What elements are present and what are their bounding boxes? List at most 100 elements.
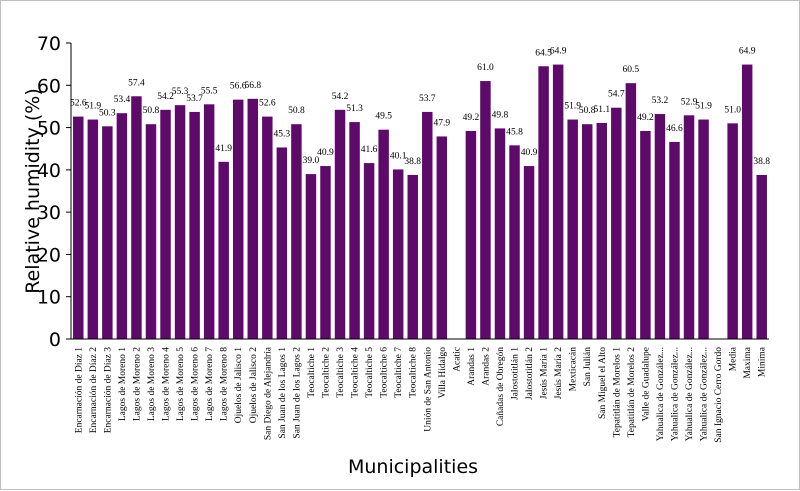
data-label: 51.0 (724, 105, 741, 115)
category-label: Villa Hidalgo (438, 347, 448, 399)
data-label: 53.2 (652, 96, 669, 106)
bar (407, 174, 418, 339)
bar (247, 98, 259, 339)
category-label: Lagos de Moreno 7 (205, 347, 215, 421)
category-label: Yahualica de González... (656, 347, 666, 441)
category-label: Yahualica de González... (670, 347, 680, 441)
bar (611, 107, 622, 339)
data-label: 52.6 (259, 99, 276, 109)
bar (538, 66, 549, 339)
bar (305, 174, 317, 339)
data-label: 51.9 (84, 102, 101, 112)
data-label: 64.9 (739, 47, 756, 57)
category-label: Minima (758, 346, 768, 377)
category-label: San Diego de Alejandría (263, 346, 273, 440)
bar (349, 122, 360, 339)
data-label: 60.5 (623, 65, 640, 75)
bar (509, 145, 520, 339)
bar (145, 124, 157, 339)
bar (567, 119, 578, 339)
data-label: 39.0 (303, 156, 320, 166)
category-label: Encarnación de Díaz 1 (74, 347, 84, 433)
data-label: 46.6 (666, 124, 683, 134)
data-label: 45.8 (506, 127, 523, 137)
data-label: 54.2 (332, 92, 349, 102)
category-label: Unión de San Antonio (423, 347, 433, 432)
category-label: Media (729, 346, 739, 371)
data-label: 55.5 (201, 86, 218, 96)
category-label: Tepatitlán de Morelos 1 (612, 347, 622, 438)
bar (73, 116, 84, 339)
data-label: 51.3 (346, 104, 363, 114)
bar (334, 109, 346, 339)
category-label: San Juan de los Lagos 2 (292, 347, 302, 439)
bar (116, 113, 128, 339)
bar (276, 147, 288, 339)
y-tick-label: 0 (49, 329, 61, 351)
data-label: 49.8 (492, 110, 509, 120)
category-label: Teocaltiche 3 (336, 347, 346, 398)
y-tick-label: 50 (37, 118, 61, 140)
category-label: Arandas 1 (467, 347, 477, 386)
bar (320, 166, 331, 339)
category-label: Ojuelos de Jalisco 1 (234, 347, 244, 424)
data-label: 41.9 (215, 144, 232, 154)
category-label: Teocaltiche 2 (321, 347, 331, 398)
category-label: Ojuelos de Jalisco 2 (249, 347, 259, 424)
category-label: Teocaltiche 1 (307, 347, 317, 398)
bar (596, 122, 608, 339)
bar (203, 104, 215, 339)
category-label: Teocaltiche 7 (394, 347, 404, 398)
category-label: Encarnación de Díaz 3 (103, 347, 113, 433)
bar (160, 109, 171, 339)
category-label: Teocaltiche 8 (409, 347, 419, 398)
bar (218, 161, 229, 339)
category-label: Arandas 2 (481, 347, 491, 386)
data-label: 51.1 (593, 105, 610, 115)
category-label: San Juan de los Lagos 1 (278, 347, 288, 439)
category-label: San Ignacio Cerro Gordo (714, 347, 724, 443)
data-label: 47.9 (433, 118, 450, 128)
bar (102, 126, 113, 339)
bar (654, 114, 666, 339)
category-label: Encarnación de Díaz 2 (89, 347, 99, 433)
category-labels: Encarnación de Díaz 1 Encarnación de Díaz… (74, 346, 767, 443)
bar (480, 81, 491, 339)
y-tick-label: 40 (37, 160, 61, 182)
category-label: Lagos de Moreno 6 (191, 347, 201, 421)
data-label: 56.6 (230, 82, 247, 92)
category-label: Teocaltiche 5 (365, 347, 375, 398)
category-label: Maxima (743, 346, 753, 378)
data-labels: 52.651.950.353.457.450.854.255.353.755.5… (70, 47, 770, 167)
data-label: 50.8 (143, 106, 160, 116)
bar (465, 130, 477, 339)
bar (131, 96, 142, 339)
bar (174, 105, 186, 339)
bar (640, 130, 651, 339)
data-label: 64.9 (550, 47, 567, 57)
category-label: San Miguel el Alto (598, 347, 608, 419)
category-label: Valle de Guadalupe (641, 347, 651, 421)
category-label: Lagos de Moreno 8 (220, 347, 230, 421)
data-label: 51.9 (564, 102, 581, 112)
data-label: 49.2 (463, 113, 480, 123)
category-label: Yahualica de González... (685, 347, 695, 441)
bar (422, 111, 433, 340)
category-label: Jalostotitlán 2 (525, 347, 535, 400)
bar (392, 169, 404, 339)
bar (363, 163, 375, 339)
bar (741, 64, 753, 339)
category-label: Lagos de Moreno 2 (132, 347, 142, 421)
data-label: 53.4 (114, 95, 131, 105)
bar (232, 99, 244, 339)
bar (625, 83, 637, 339)
data-label: 41.6 (361, 145, 378, 155)
data-label: 54.2 (157, 92, 174, 102)
data-label: 45.3 (274, 129, 291, 139)
category-label: Jesús María 1 (540, 347, 550, 399)
y-tick-label: 20 (37, 244, 61, 266)
bar (683, 115, 695, 339)
bar (291, 124, 302, 339)
